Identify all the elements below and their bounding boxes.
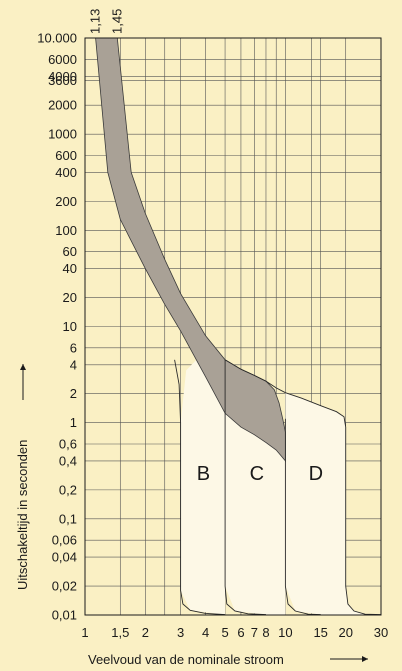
region-label-c: C xyxy=(250,463,264,485)
x-tick-label: 15 xyxy=(313,625,327,640)
x-tick-label: 6 xyxy=(237,625,244,640)
y-tick-label: 4 xyxy=(70,357,77,372)
y-tick-label: 6 xyxy=(70,340,77,355)
y-tick-label: 10 xyxy=(63,319,77,334)
x-tick-label: 5 xyxy=(221,625,228,640)
region-fill-c xyxy=(225,359,286,615)
trip-curve-d xyxy=(284,418,321,616)
trip-curves xyxy=(174,359,382,616)
trip-curve-d-envelope xyxy=(224,359,382,616)
top-tick-group: 1,13 xyxy=(88,9,103,34)
y-tick-label: 0,6 xyxy=(59,437,77,452)
y-tick-label: 10.000 xyxy=(37,31,77,46)
y-tick-label: 3600 xyxy=(48,73,77,88)
x-tick-label: 3 xyxy=(177,625,184,640)
y-tick-label: 60 xyxy=(63,244,77,259)
y-tick-label: 0,01 xyxy=(52,608,77,623)
region-labels: B C D xyxy=(197,463,323,485)
x-axis-label: Veelvoud van de nominale stroom xyxy=(88,652,284,667)
x-tick-label: 30 xyxy=(374,625,388,640)
tick-labels: 10.0006000400036002000100060040020010060… xyxy=(37,9,388,640)
x-tick-label: 20 xyxy=(338,625,352,640)
y-axis-label: Uitschakeltijd in seconden xyxy=(15,440,30,590)
y-tick-label: 400 xyxy=(55,165,77,180)
trip-curve-c xyxy=(224,359,267,616)
x-tick-label: 1 xyxy=(81,625,88,640)
y-tick-label: 0,02 xyxy=(52,579,77,594)
x-tick-label: 8 xyxy=(262,625,269,640)
y-tick-label: 20 xyxy=(63,290,77,305)
x-tick-label: 4 xyxy=(202,625,209,640)
x-tick-label: 1,5 xyxy=(111,625,129,640)
top-tick-label: 1,13 xyxy=(88,9,103,34)
y-tick-label: 40 xyxy=(63,261,77,276)
top-tick-label: 1,45 xyxy=(109,9,124,34)
region-label-b: B xyxy=(197,463,210,485)
y-tick-label: 6000 xyxy=(48,52,77,67)
y-tick-label: 200 xyxy=(55,194,77,209)
x-tick-label: 7 xyxy=(251,625,258,640)
top-tick-group: 1,45 xyxy=(109,9,124,34)
region-fill-d xyxy=(285,392,381,615)
y-tick-label: 4000 xyxy=(48,69,77,84)
x-tick-label: 2 xyxy=(142,625,149,640)
y-tick-label: 0,04 xyxy=(52,550,77,565)
trip-curve-b xyxy=(174,359,226,616)
y-tick-label: 0,06 xyxy=(52,533,77,548)
x-tick-label: 10 xyxy=(278,625,292,640)
y-tick-label: 0,4 xyxy=(59,453,77,468)
y-tick-label: 100 xyxy=(55,223,77,238)
y-tick-label: 600 xyxy=(55,148,77,163)
y-tick-label: 0,2 xyxy=(59,482,77,497)
x-axis-arrow xyxy=(330,656,368,662)
region-label-d: D xyxy=(309,463,323,485)
region-fill-b xyxy=(180,355,226,615)
y-tick-label: 2 xyxy=(70,386,77,401)
y-tick-label: 1 xyxy=(70,415,77,430)
y-axis-arrow xyxy=(20,364,26,400)
y-tick-label: 1000 xyxy=(48,127,77,142)
y-tick-label: 2000 xyxy=(48,98,77,113)
plot-frame xyxy=(84,37,382,616)
y-tick-label: 0,1 xyxy=(59,511,77,526)
